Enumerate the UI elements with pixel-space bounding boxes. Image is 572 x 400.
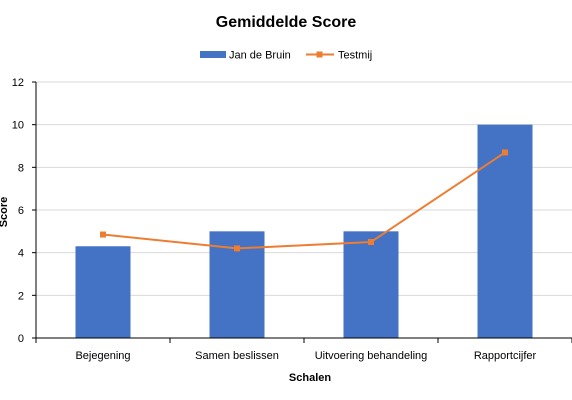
- x-tick-labels: Bejegening Samen beslissen Uitvoering beha…: [75, 350, 536, 362]
- y-tick-label: 2: [18, 290, 24, 302]
- y-tick-label: 8: [18, 162, 24, 174]
- point-testmij: [100, 231, 106, 238]
- bar-jan-de-bruin: [75, 246, 131, 338]
- y-tick-label: 0: [18, 333, 24, 345]
- x-tick-label: Samen beslissen: [195, 350, 279, 362]
- x-axis-title: Schalen: [289, 372, 331, 384]
- y-tick-labels: 0 2 4 6 8 10 12: [12, 77, 24, 345]
- x-tick-label: Rapportcijfer: [474, 350, 537, 362]
- point-testmij: [368, 239, 374, 245]
- y-axis-title: Score: [0, 197, 10, 228]
- chart-title: Gemiddelde Score: [216, 14, 357, 31]
- y-tick-label: 4: [18, 248, 24, 260]
- line-series: [100, 149, 508, 252]
- legend: Jan de Bruin Testmij: [200, 50, 372, 62]
- bar-jan-de-bruin: [343, 231, 399, 338]
- y-tick-label: 10: [12, 120, 24, 132]
- legend-label-jan-de-bruin: Jan de Bruin: [229, 50, 291, 62]
- x-tick-label: Uitvoering behandeling: [315, 350, 428, 362]
- bars: [75, 124, 533, 339]
- line-testmij: [102, 151, 506, 250]
- point-testmij: [234, 245, 240, 252]
- legend-swatch-jan-de-bruin: [200, 51, 226, 58]
- legend-label-testmij: Testmij: [338, 50, 372, 62]
- x-tick-label: Bejegening: [75, 350, 130, 362]
- y-tick-label: 6: [18, 205, 24, 217]
- bar-jan-de-bruin: [477, 124, 533, 339]
- axes: [35, 82, 572, 343]
- point-testmij: [502, 149, 508, 156]
- legend-marker-testmij: [316, 51, 323, 58]
- y-tick-label: 12: [12, 77, 24, 89]
